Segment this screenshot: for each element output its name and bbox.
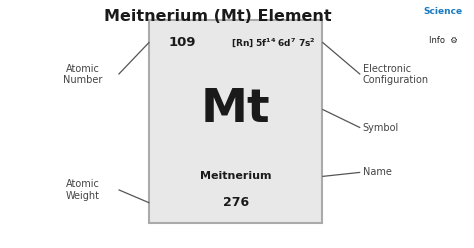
Text: Name: Name	[363, 167, 392, 177]
Text: Symbol: Symbol	[363, 123, 399, 133]
Text: $\mathregular{[Rn]\ 5f^{14}\ 6d^{7}\ 7s^{2}}$: $\mathregular{[Rn]\ 5f^{14}\ 6d^{7}\ 7s^…	[231, 36, 315, 49]
Text: Info  ⚙: Info ⚙	[429, 36, 457, 45]
Text: Mt: Mt	[201, 87, 271, 132]
Text: Science: Science	[424, 7, 463, 16]
Text: Meitnerium (Mt) Element: Meitnerium (Mt) Element	[104, 9, 332, 24]
Text: Atomic
Weight: Atomic Weight	[66, 179, 100, 201]
Text: Atomic
Number: Atomic Number	[63, 63, 103, 85]
Text: Meitnerium: Meitnerium	[200, 171, 272, 182]
Text: 276: 276	[223, 196, 249, 209]
Text: 109: 109	[168, 36, 196, 49]
Bar	[149, 20, 322, 223]
Text: Electronic
Configuration: Electronic Configuration	[363, 63, 429, 85]
